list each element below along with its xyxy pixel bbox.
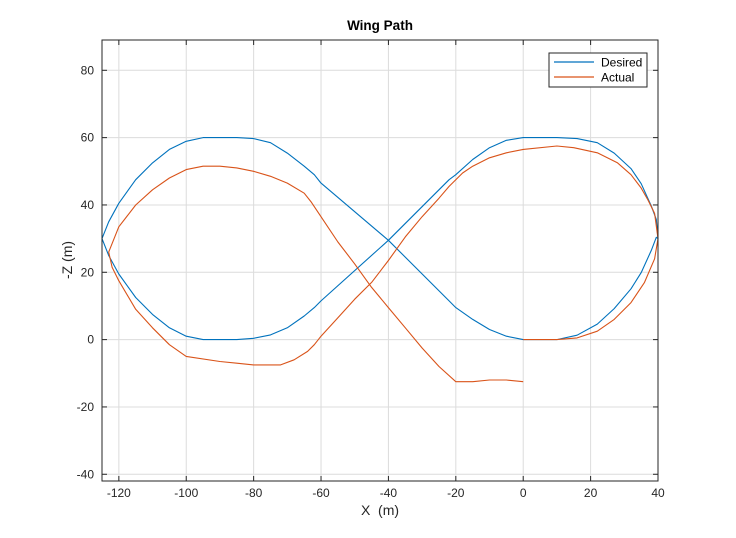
legend-label-desired: Desired <box>601 56 642 70</box>
tick-labels: -120 -100 -80 -60 -40 -20 0 20 40 -40 -20 0 20 40 60 80 <box>77 63 665 500</box>
legend-label-actual: Actual <box>601 71 634 85</box>
y-tick-label: -20 <box>77 400 95 414</box>
plot-area <box>101 137 659 383</box>
y-tick-label: 0 <box>87 333 94 347</box>
y-tick-label: 40 <box>81 198 95 212</box>
x-tick-label: -20 <box>447 486 465 500</box>
x-tick-label: 20 <box>584 486 598 500</box>
legend: Desired Actual <box>548 52 648 88</box>
x-tick-label: -60 <box>312 486 330 500</box>
x-tick-label: -120 <box>107 486 131 500</box>
chart-title: Wing Path <box>347 18 413 33</box>
x-axis-label: X (m) <box>361 502 399 518</box>
axes-box <box>101 39 659 482</box>
series-line-actual <box>108 145 659 383</box>
x-tick-label: -40 <box>380 486 398 500</box>
x-tick-label: 40 <box>651 486 665 500</box>
y-tick-label: 80 <box>81 63 95 77</box>
y-tick-label: 20 <box>81 265 95 279</box>
y-axis-label: -Z (m) <box>59 241 75 279</box>
x-tick-label: -80 <box>245 486 263 500</box>
y-tick-label: -40 <box>77 467 95 481</box>
axes-background <box>102 40 658 481</box>
y-tick-label: 60 <box>81 131 95 145</box>
series-line-desired <box>101 137 659 341</box>
x-tick-label: -100 <box>174 486 198 500</box>
x-tick-label: 0 <box>520 486 527 500</box>
legend-box <box>548 52 648 88</box>
